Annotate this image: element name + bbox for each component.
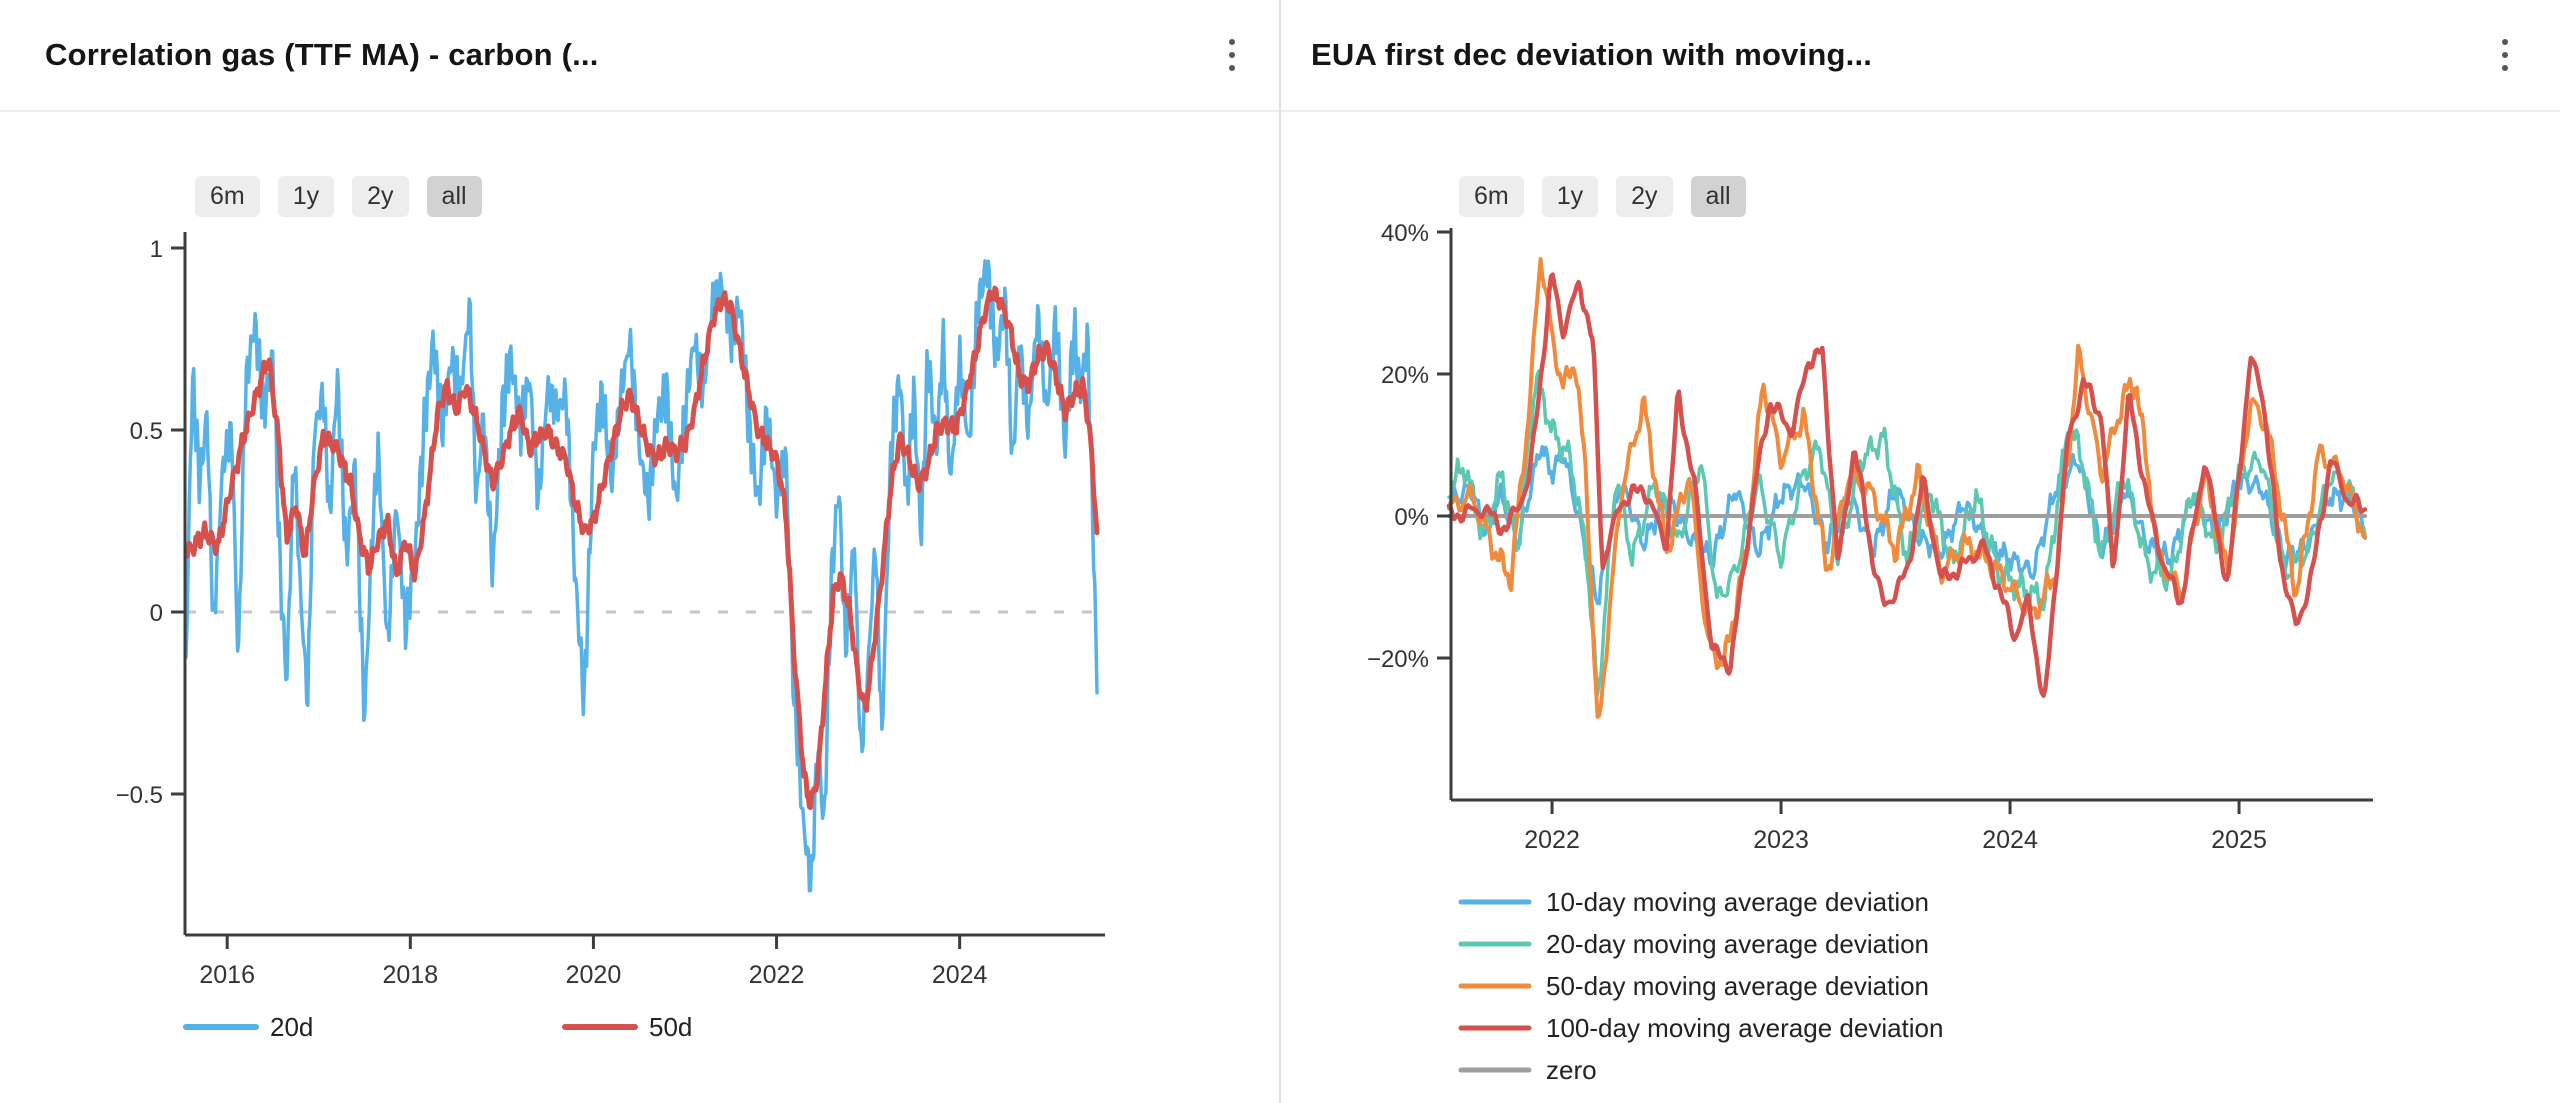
deviation-chart: 40% 20% 0% −20% 2022 2023 2024 2025 10-day movin…: [1367, 220, 2373, 1085]
range-button-2y[interactable]: 2y: [1616, 176, 1673, 217]
y-tick-label: 0.5: [130, 418, 163, 445]
series-50-day-moving-average-deviation: [1447, 257, 2367, 719]
series-50d: [183, 285, 1100, 810]
y-tick-label: −0.5: [116, 782, 163, 809]
y-tick-label: 20%: [1381, 362, 1429, 389]
range-button-2y[interactable]: 2y: [352, 176, 409, 217]
legend-label: 20-day moving average deviation: [1546, 929, 1929, 959]
page-title: Correlation gas (TTF MA) - carbon (...: [45, 37, 599, 72]
x-tick-label: 2024: [932, 961, 988, 989]
range-buttons: 6m 1y 2y all: [195, 176, 482, 217]
y-tick-label: 0: [150, 600, 163, 627]
legend-label: zero: [1546, 1055, 1597, 1085]
x-tick-label: 2022: [1524, 826, 1580, 854]
kebab-menu-icon[interactable]: [2492, 31, 2518, 79]
panel-divider: [1279, 0, 1281, 1103]
legend-label: 50d: [649, 1012, 692, 1042]
legend-label: 10-day moving average deviation: [1546, 887, 1929, 917]
series-100-day-moving-average-deviation: [1446, 272, 2368, 698]
range-button-6m[interactable]: 6m: [1459, 176, 1524, 217]
legend-item-100-day-moving-average-deviation[interactable]: 100-day moving average deviation: [1458, 1013, 1943, 1043]
kebab-menu-icon[interactable]: [1219, 31, 1245, 79]
x-tick-label: 2022: [749, 961, 805, 989]
range-buttons: 6m 1y 2y all: [1459, 176, 1746, 217]
legend-item-50d[interactable]: 50d: [562, 1012, 692, 1042]
y-tick-label: 40%: [1381, 220, 1429, 247]
series-20d: [184, 259, 1099, 893]
x-tick-label: 2020: [566, 961, 622, 989]
range-button-6m[interactable]: 6m: [195, 176, 260, 217]
correlation-panel: Correlation gas (TTF MA) - carbon (... 6…: [0, 0, 1279, 1103]
page-title: EUA first dec deviation with moving...: [1311, 37, 1873, 72]
correlation-chart: 1 0.5 0 −0.5 2016 2018 2020 2022 2024 20d 50d: [116, 232, 1105, 1042]
legend-item-zero[interactable]: zero: [1458, 1055, 1597, 1085]
y-tick-label: 0%: [1394, 504, 1429, 531]
deviation-panel: EUA first dec deviation with moving... 6…: [1281, 0, 2560, 1103]
legend-item-20d[interactable]: 20d: [183, 1012, 313, 1042]
legend-label: 50-day moving average deviation: [1546, 971, 1929, 1001]
range-button-all[interactable]: all: [426, 176, 482, 217]
y-tick-label: 1: [150, 236, 163, 263]
legend-item-20-day-moving-average-deviation[interactable]: 20-day moving average deviation: [1458, 929, 1929, 959]
panel-header: Correlation gas (TTF MA) - carbon (...: [0, 0, 1279, 112]
range-button-1y[interactable]: 1y: [277, 176, 335, 217]
panel-header: EUA first dec deviation with moving...: [1281, 0, 2560, 112]
legend-item-10-day-moving-average-deviation[interactable]: 10-day moving average deviation: [1458, 887, 1929, 917]
x-tick-label: 2018: [383, 961, 439, 989]
y-tick-label: −20%: [1367, 646, 1429, 673]
range-button-1y[interactable]: 1y: [1541, 176, 1599, 217]
legend-label: 20d: [270, 1012, 313, 1042]
x-tick-label: 2023: [1753, 826, 1809, 854]
x-tick-label: 2024: [1982, 826, 2038, 854]
legend-item-50-day-moving-average-deviation[interactable]: 50-day moving average deviation: [1458, 971, 1929, 1001]
range-button-all[interactable]: all: [1690, 176, 1746, 217]
x-tick-label: 2025: [2211, 826, 2267, 854]
x-tick-label: 2016: [199, 961, 255, 989]
legend-label: 100-day moving average deviation: [1546, 1013, 1943, 1043]
